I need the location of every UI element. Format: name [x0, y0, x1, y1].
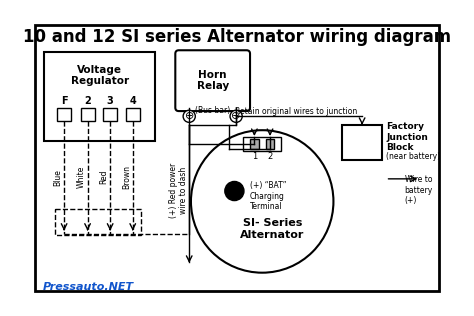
FancyBboxPatch shape — [175, 50, 250, 111]
Bar — [44, 52, 155, 141]
Text: Blue: Blue — [54, 169, 63, 185]
Text: (+) Red power
wire to dash: (+) Red power wire to dash — [169, 162, 189, 218]
Text: Factory
Junction
Block: Factory Junction Block — [386, 122, 428, 152]
Bar — [243, 137, 281, 151]
Bar — [250, 139, 259, 149]
Bar — [265, 139, 274, 149]
Text: 4: 4 — [129, 96, 136, 106]
Circle shape — [230, 110, 242, 122]
Text: (Bus bar): (Bus bar) — [195, 106, 230, 115]
Text: 2: 2 — [84, 96, 91, 106]
Bar — [342, 125, 382, 160]
Text: 3: 3 — [107, 96, 113, 106]
Text: (near battery): (near battery) — [386, 152, 440, 161]
Circle shape — [183, 110, 195, 122]
Text: SI- Series
Alternator: SI- Series Alternator — [240, 218, 305, 240]
Text: 1: 1 — [252, 152, 257, 161]
Text: F: F — [61, 96, 67, 106]
Circle shape — [225, 181, 244, 201]
Text: Wire to
battery
(+): Wire to battery (+) — [405, 175, 433, 205]
Text: Voltage
Regulator: Voltage Regulator — [71, 65, 129, 86]
Text: 2: 2 — [267, 152, 273, 161]
Text: Pressauto.NET: Pressauto.NET — [43, 283, 134, 293]
Text: ⊖: ⊖ — [184, 111, 194, 121]
Bar — [126, 108, 140, 121]
Bar — [103, 108, 117, 121]
Bar — [55, 209, 141, 235]
Text: Brown: Brown — [122, 165, 131, 189]
Text: 10 and 12 SI series Alternator wiring diagram: 10 and 12 SI series Alternator wiring di… — [23, 28, 451, 46]
Bar — [57, 108, 71, 121]
Bar — [81, 108, 94, 121]
Circle shape — [191, 130, 333, 273]
Text: Red: Red — [100, 170, 109, 184]
Text: (+) “BAT”
Charging
Terminal: (+) “BAT” Charging Terminal — [250, 181, 286, 211]
Text: ⊖: ⊖ — [231, 111, 241, 121]
Text: Retain original wires to junction: Retain original wires to junction — [235, 106, 357, 116]
Text: White: White — [77, 166, 86, 188]
Text: Horn
Relay: Horn Relay — [197, 70, 229, 91]
